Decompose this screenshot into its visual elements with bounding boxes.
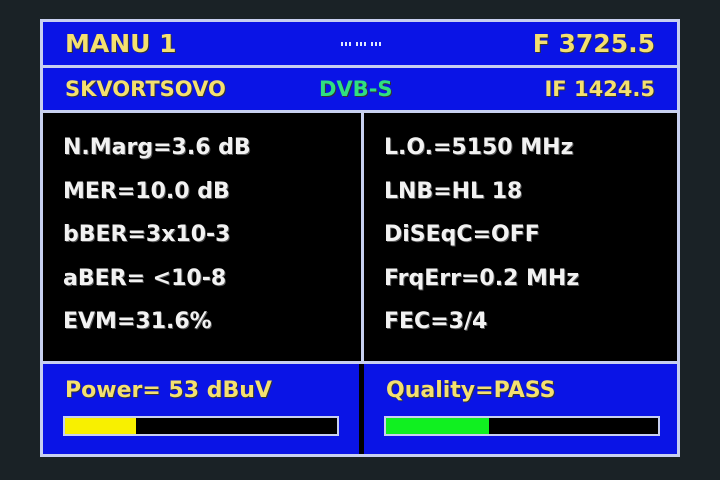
signal-panel: Power= 53 dBuV Quality=PASS [43, 364, 677, 454]
divider [361, 113, 364, 361]
quality-label: Quality=PASS [386, 378, 556, 403]
parameter-value: DiSEqC=OFF [384, 222, 540, 247]
quality-bar-fill [386, 418, 490, 434]
mode-label: MANU 1 [65, 29, 177, 58]
parameter-value: MER=10.0 dB [63, 178, 230, 204]
frequency-label: F 3725.5 [532, 29, 655, 58]
power-bar [63, 416, 339, 436]
standard-label: DVB-S [319, 77, 393, 101]
parameter-value: aBER= <10-8 [63, 265, 227, 291]
satellite-name: SKVORTSOVO [65, 77, 226, 101]
power-label: Power= 53 dBuV [65, 378, 272, 403]
parameter-value: EVM=31.6% [63, 309, 212, 334]
parameter-value: FEC=3/4 [384, 309, 488, 334]
quality-panel: Quality=PASS [364, 364, 677, 454]
header-bar: MANU 1 F 3725.5 [43, 22, 677, 65]
parameter-value: FrqErr=0.2 MHz [384, 265, 580, 291]
parameter-value: bBER=3x10-3 [63, 222, 231, 247]
power-bar-fill [65, 418, 136, 434]
if-frequency: IF 1424.5 [544, 77, 655, 101]
parameter-value: L.O.=5150 MHz [384, 135, 574, 160]
meter-screen: MANU 1 F 3725.5 SKVORTSOVO DVB-S IF 1424… [40, 19, 680, 457]
subheader-bar: SKVORTSOVO DVB-S IF 1424.5 [43, 68, 677, 110]
parameter-value: N.Marg=3.6 dB [63, 135, 251, 160]
status-indicator [341, 42, 381, 46]
parameters-panel: N.Marg=3.6 dB MER=10.0 dB bBER=3x10-3 aBER=… [43, 113, 677, 361]
parameter-value: LNB=HL 18 [384, 178, 523, 204]
power-panel: Power= 53 dBuV [43, 364, 359, 454]
quality-bar [384, 416, 660, 436]
